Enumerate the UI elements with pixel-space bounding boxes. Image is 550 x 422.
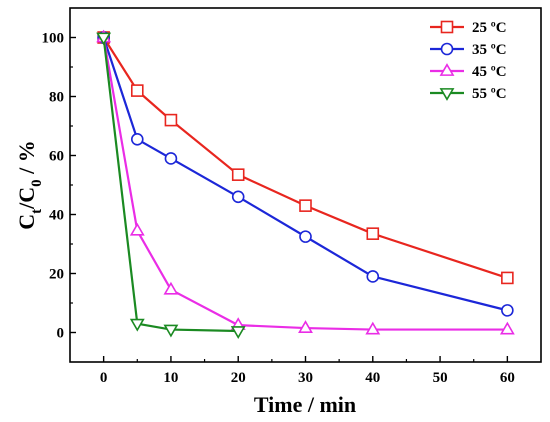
series-line	[102, 37, 508, 312]
x-tick-label: 20	[231, 370, 246, 386]
y-axis: 0 20 40 60 80 100	[42, 31, 76, 342]
x-tick-label: 50	[433, 370, 448, 386]
data-point	[129, 318, 145, 332]
data-point	[366, 270, 380, 283]
data-point	[298, 320, 313, 334]
legend-label: 55 ºC	[472, 86, 507, 102]
data-point	[96, 32, 112, 46]
data-point	[299, 230, 312, 243]
series-layer	[96, 29, 515, 339]
legend-label: 25 ºC	[472, 20, 507, 36]
data-point	[365, 321, 381, 335]
y-tick-label: 0	[57, 326, 65, 342]
x-tick-label: 0	[100, 370, 108, 386]
y-axis-title: Ct/C0 / %	[14, 140, 45, 230]
data-point	[164, 152, 178, 165]
data-point	[163, 281, 179, 295]
y-axis-title-mid: /C	[14, 187, 39, 210]
data-point	[130, 84, 144, 97]
data-point	[129, 222, 145, 236]
data-point	[231, 168, 245, 181]
legend-marker	[440, 20, 454, 34]
legend-label: 35 ºC	[472, 42, 507, 58]
data-point	[164, 113, 178, 127]
legend-label: 45 ºC	[472, 64, 507, 80]
series-2	[96, 29, 515, 335]
data-point	[499, 321, 515, 335]
y-tick-label: 40	[49, 208, 64, 224]
data-point	[501, 304, 514, 317]
legend-marker	[439, 88, 455, 101]
x-tick-label: 30	[298, 370, 313, 386]
data-point	[501, 271, 514, 285]
x-tick-label: 60	[500, 370, 515, 386]
x-tick-label: 10	[163, 370, 178, 386]
y-tick-label: 80	[49, 90, 64, 106]
plot-frame	[69, 7, 542, 363]
legend-item: 55 ºC	[430, 86, 507, 102]
data-point	[163, 324, 179, 338]
data-point	[366, 227, 380, 240]
legend-item: 25 ºC	[430, 20, 507, 36]
y-axis-title-tail: / %	[14, 140, 39, 179]
legend-item: 35 ºC	[430, 42, 507, 58]
y-tick-label: 20	[49, 267, 64, 283]
data-point	[230, 326, 246, 339]
x-axis-title: Time / min	[254, 392, 356, 417]
data-point	[299, 199, 312, 212]
data-point	[231, 190, 245, 204]
x-tick-label: 40	[365, 370, 380, 386]
y-axis-title-sub2: 0	[29, 179, 45, 187]
legend-marker	[440, 42, 454, 56]
data-point	[130, 132, 144, 146]
y-axis-title-sub1: t	[29, 209, 45, 214]
series-line	[102, 37, 508, 331]
x-axis: 0 10 20 30 40 50 60	[100, 356, 515, 386]
legend: 25 ºC 35 ºC 45 ºC 55 ºC	[430, 20, 507, 102]
legend-item: 45 ºC	[430, 63, 507, 80]
y-axis-title-main: C	[14, 214, 39, 230]
series-3	[96, 32, 246, 339]
y-tick-label: 60	[49, 149, 64, 165]
series-line	[102, 37, 239, 333]
y-tick-label: 100	[42, 31, 65, 47]
legend-marker	[439, 63, 455, 76]
